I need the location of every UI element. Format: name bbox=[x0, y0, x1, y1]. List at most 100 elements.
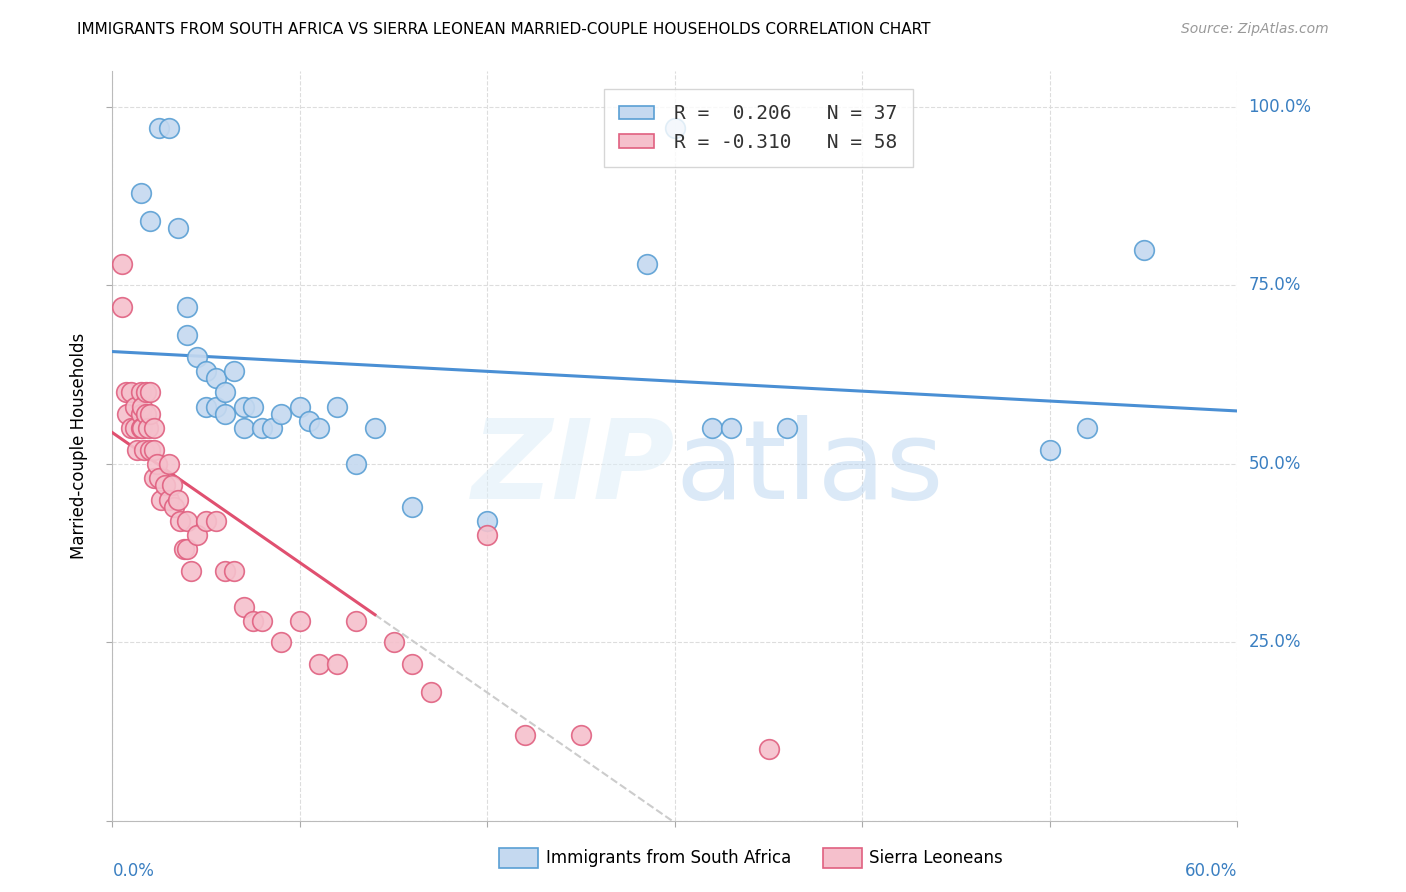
Point bbox=[125, 442, 148, 457]
Point bbox=[111, 300, 134, 314]
Point bbox=[124, 400, 146, 414]
Text: Immigrants from South Africa: Immigrants from South Africa bbox=[546, 849, 790, 867]
Point bbox=[120, 385, 142, 400]
Point bbox=[569, 728, 592, 742]
Point bbox=[135, 385, 157, 400]
Point bbox=[401, 500, 423, 514]
Point bbox=[224, 564, 246, 578]
Point bbox=[129, 385, 152, 400]
Text: 60.0%: 60.0% bbox=[1185, 863, 1237, 880]
Point bbox=[702, 421, 724, 435]
Point bbox=[157, 121, 180, 136]
Point bbox=[146, 457, 169, 471]
Point bbox=[1132, 243, 1154, 257]
Point bbox=[124, 421, 146, 435]
Y-axis label: Married-couple Households: Married-couple Households bbox=[70, 333, 89, 559]
Point bbox=[214, 564, 236, 578]
Point bbox=[169, 514, 191, 528]
Point bbox=[139, 442, 162, 457]
Point bbox=[139, 407, 162, 421]
Point bbox=[252, 614, 274, 628]
Point bbox=[136, 421, 159, 435]
Point bbox=[270, 407, 292, 421]
Point bbox=[364, 421, 387, 435]
Point bbox=[131, 421, 153, 435]
Point bbox=[157, 492, 180, 507]
Point bbox=[513, 728, 536, 742]
Point bbox=[636, 257, 658, 271]
Point bbox=[720, 421, 742, 435]
Point bbox=[195, 514, 218, 528]
Point bbox=[758, 742, 780, 756]
Point bbox=[176, 328, 198, 343]
Point bbox=[157, 457, 180, 471]
Point bbox=[477, 528, 499, 542]
Point bbox=[167, 221, 190, 235]
Point bbox=[1039, 442, 1062, 457]
Point bbox=[232, 400, 254, 414]
Point bbox=[134, 442, 156, 457]
Point bbox=[1076, 421, 1098, 435]
Point bbox=[242, 400, 264, 414]
Point bbox=[401, 657, 423, 671]
Point bbox=[186, 528, 208, 542]
Point bbox=[232, 421, 254, 435]
Point bbox=[204, 371, 226, 385]
Point bbox=[382, 635, 405, 649]
Point bbox=[288, 400, 311, 414]
Point bbox=[214, 407, 236, 421]
Point bbox=[153, 478, 176, 492]
Point bbox=[142, 421, 165, 435]
Point bbox=[117, 407, 139, 421]
Text: Source: ZipAtlas.com: Source: ZipAtlas.com bbox=[1181, 22, 1329, 37]
Point bbox=[204, 400, 226, 414]
Point bbox=[344, 457, 367, 471]
Text: 25.0%: 25.0% bbox=[1249, 633, 1301, 651]
Text: 0.0%: 0.0% bbox=[112, 863, 155, 880]
Point bbox=[298, 414, 321, 428]
Point bbox=[176, 300, 198, 314]
Point bbox=[163, 500, 186, 514]
Point bbox=[308, 657, 330, 671]
Point bbox=[232, 599, 254, 614]
Point bbox=[195, 364, 218, 378]
Point bbox=[150, 492, 173, 507]
Point bbox=[252, 421, 274, 435]
Point bbox=[148, 471, 170, 485]
Point bbox=[260, 421, 283, 435]
Point bbox=[120, 421, 142, 435]
Point bbox=[139, 385, 162, 400]
Point bbox=[148, 121, 170, 136]
Point bbox=[420, 685, 443, 699]
Point bbox=[477, 514, 499, 528]
Point bbox=[111, 257, 134, 271]
Point bbox=[224, 364, 246, 378]
Point bbox=[173, 542, 195, 557]
Point bbox=[776, 421, 799, 435]
Point bbox=[214, 385, 236, 400]
Point bbox=[176, 514, 198, 528]
Point bbox=[288, 614, 311, 628]
Text: ZIP: ZIP bbox=[471, 415, 675, 522]
Legend: R =  0.206   N = 37, R = -0.310   N = 58: R = 0.206 N = 37, R = -0.310 N = 58 bbox=[603, 88, 912, 168]
Point bbox=[142, 442, 165, 457]
Point bbox=[326, 657, 349, 671]
Point bbox=[167, 492, 190, 507]
Text: IMMIGRANTS FROM SOUTH AFRICA VS SIERRA LEONEAN MARRIED-COUPLE HOUSEHOLDS CORRELA: IMMIGRANTS FROM SOUTH AFRICA VS SIERRA L… bbox=[77, 22, 931, 37]
Point bbox=[180, 564, 202, 578]
Point bbox=[186, 350, 208, 364]
Text: Sierra Leoneans: Sierra Leoneans bbox=[869, 849, 1002, 867]
Point bbox=[131, 400, 153, 414]
Text: 100.0%: 100.0% bbox=[1249, 98, 1312, 116]
Point bbox=[344, 614, 367, 628]
Point bbox=[129, 421, 152, 435]
Point bbox=[270, 635, 292, 649]
Text: 75.0%: 75.0% bbox=[1249, 277, 1301, 294]
Point bbox=[308, 421, 330, 435]
Point bbox=[242, 614, 264, 628]
Point bbox=[326, 400, 349, 414]
Point bbox=[114, 385, 136, 400]
Point bbox=[142, 471, 165, 485]
Text: 50.0%: 50.0% bbox=[1249, 455, 1301, 473]
Point bbox=[176, 542, 198, 557]
